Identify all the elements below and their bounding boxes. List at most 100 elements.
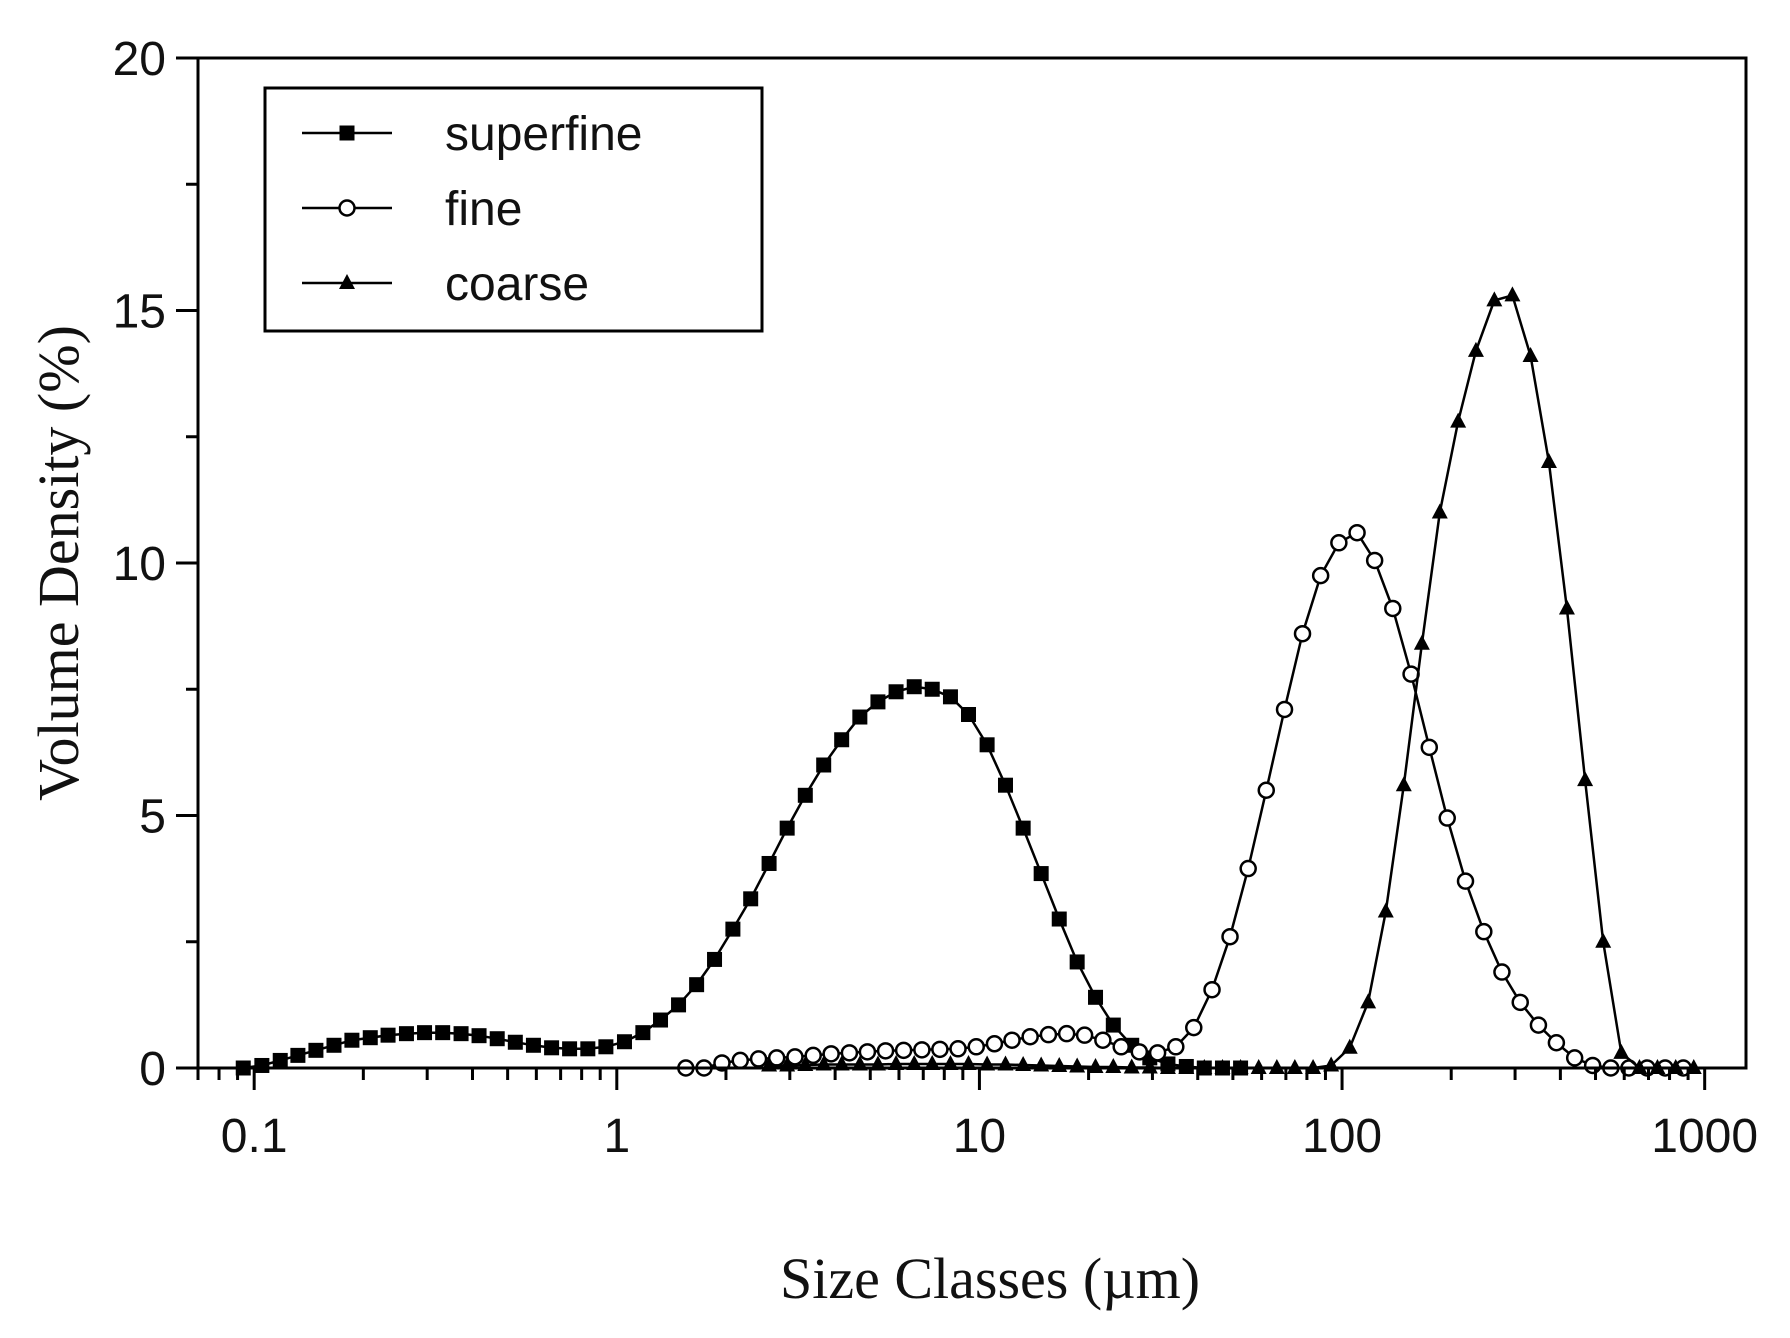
data-point-superfine bbox=[1069, 954, 1085, 970]
data-point-superfine bbox=[997, 777, 1013, 793]
data-point-fine bbox=[1075, 1026, 1094, 1044]
data-point-superfine bbox=[671, 997, 687, 1013]
data-point-superfine bbox=[1088, 989, 1104, 1005]
data-point-superfine bbox=[979, 737, 995, 753]
legend: superfine fine coarse bbox=[263, 86, 764, 333]
data-point-fine bbox=[1094, 1031, 1112, 1049]
x-axis: 0.1 1 10 100 1000 bbox=[196, 1068, 1758, 1163]
data-point-superfine bbox=[254, 1057, 270, 1073]
plot-area bbox=[235, 286, 1702, 1077]
data-point-fine bbox=[1456, 872, 1475, 890]
data-point-fine bbox=[894, 1041, 913, 1060]
data-point-superfine bbox=[1015, 820, 1031, 836]
data-point-coarse bbox=[1069, 1057, 1086, 1073]
data-point-superfine bbox=[834, 732, 850, 748]
data-point-superfine bbox=[888, 684, 904, 700]
data-point-superfine bbox=[362, 1030, 378, 1046]
data-point-fine bbox=[840, 1044, 859, 1062]
data-point-coarse bbox=[1105, 1057, 1122, 1073]
data-point-fine bbox=[1365, 551, 1384, 570]
x-tick-label: 100 bbox=[1302, 1110, 1382, 1163]
data-point-fine bbox=[1221, 927, 1239, 946]
data-point-fine bbox=[931, 1040, 949, 1059]
data-point-superfine bbox=[616, 1034, 632, 1050]
data-point-fine bbox=[949, 1040, 967, 1058]
data-point-superfine bbox=[598, 1039, 614, 1055]
data-point-superfine bbox=[906, 679, 922, 695]
data-point-coarse bbox=[1486, 291, 1503, 307]
y-tick-label: 0 bbox=[139, 1043, 166, 1096]
data-point-fine bbox=[1438, 809, 1456, 827]
data-point-coarse bbox=[1341, 1038, 1358, 1054]
data-point-fine bbox=[858, 1043, 877, 1061]
data-point-fine bbox=[749, 1050, 768, 1068]
data-point-fine bbox=[1330, 534, 1348, 552]
data-point-superfine bbox=[453, 1026, 469, 1042]
data-point-fine bbox=[1275, 700, 1294, 719]
data-point-fine bbox=[1583, 1056, 1602, 1075]
data-point-fine bbox=[1384, 599, 1402, 618]
data-point-fine bbox=[1420, 738, 1439, 757]
data-point-superfine bbox=[326, 1037, 342, 1053]
data-point-coarse bbox=[1467, 341, 1484, 357]
data-point-coarse bbox=[1595, 932, 1612, 948]
data-point-superfine bbox=[852, 709, 868, 725]
data-point-superfine bbox=[653, 1012, 669, 1028]
data-point-superfine bbox=[1051, 911, 1067, 927]
data-point-superfine bbox=[743, 891, 759, 907]
y-tick-label: 10 bbox=[113, 538, 166, 591]
data-point-fine bbox=[1348, 523, 1366, 542]
data-point-fine bbox=[1057, 1024, 1076, 1043]
data-point-coarse bbox=[1540, 453, 1557, 468]
x-tick-label: 10 bbox=[953, 1110, 1006, 1163]
data-point-fine bbox=[1529, 1016, 1548, 1034]
data-point-superfine bbox=[1105, 1017, 1121, 1033]
data-point-superfine bbox=[961, 707, 977, 722]
data-point-coarse bbox=[942, 1054, 959, 1070]
data-point-superfine bbox=[797, 787, 813, 803]
x-axis-title: Size Classes (µm) bbox=[780, 1246, 1200, 1311]
legend-entry-superfine: superfine bbox=[302, 108, 642, 161]
data-point-coarse bbox=[906, 1054, 923, 1070]
data-point-superfine bbox=[398, 1026, 414, 1042]
legend-entry-fine: fine bbox=[302, 183, 522, 236]
data-point-superfine bbox=[725, 921, 741, 937]
legend-marker bbox=[339, 125, 355, 141]
x-tick-label: 1 bbox=[603, 1110, 630, 1163]
data-point-fine bbox=[1039, 1025, 1058, 1044]
y-tick-label: 5 bbox=[139, 791, 166, 844]
data-point-coarse bbox=[1395, 776, 1412, 792]
data-point-fine bbox=[1148, 1044, 1167, 1062]
data-point-coarse bbox=[1577, 771, 1594, 787]
y-tick-label: 20 bbox=[113, 33, 166, 86]
data-point-coarse bbox=[960, 1054, 977, 1070]
data-point-coarse bbox=[924, 1054, 941, 1070]
legend-label: fine bbox=[445, 183, 522, 236]
data-point-fine bbox=[731, 1051, 750, 1070]
series-fine bbox=[677, 523, 1693, 1077]
data-point-superfine bbox=[580, 1041, 596, 1057]
data-point-fine bbox=[1257, 781, 1276, 799]
x-tick-label: 0.1 bbox=[221, 1110, 288, 1163]
data-point-superfine bbox=[562, 1041, 578, 1057]
data-point-superfine bbox=[924, 681, 940, 697]
data-point-superfine bbox=[525, 1037, 541, 1053]
data-point-superfine bbox=[689, 977, 705, 993]
data-point-superfine bbox=[380, 1027, 396, 1043]
data-point-fine bbox=[967, 1038, 985, 1056]
data-point-coarse bbox=[1123, 1058, 1140, 1074]
data-point-superfine bbox=[761, 855, 777, 871]
data-point-fine bbox=[1475, 922, 1493, 941]
data-point-superfine bbox=[471, 1028, 487, 1044]
data-point-fine bbox=[804, 1046, 822, 1065]
y-axis-title: Volume Density (%) bbox=[26, 325, 91, 801]
data-point-coarse bbox=[1360, 993, 1377, 1009]
data-point-fine bbox=[822, 1045, 840, 1063]
legend-label: coarse bbox=[445, 258, 589, 311]
data-point-superfine bbox=[417, 1025, 433, 1041]
data-point-fine bbox=[1547, 1034, 1566, 1052]
x-tick-label: 1000 bbox=[1651, 1110, 1758, 1163]
data-point-coarse bbox=[1051, 1056, 1068, 1072]
data-point-superfine bbox=[707, 951, 723, 967]
series-superfine bbox=[235, 679, 1249, 1076]
